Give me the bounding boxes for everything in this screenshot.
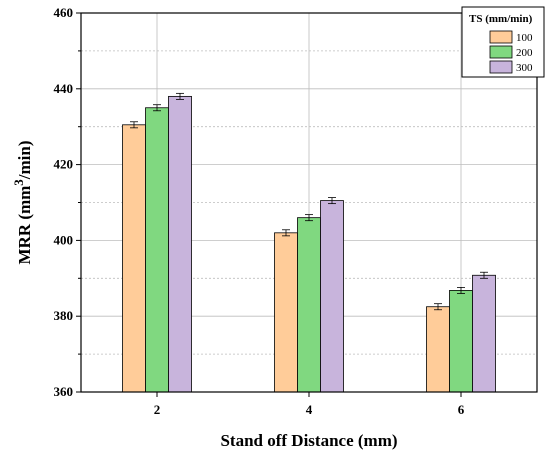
x-axis-title: Stand off Distance (mm) <box>220 431 397 450</box>
legend-swatch <box>489 30 513 44</box>
bar <box>168 95 192 393</box>
bar <box>426 306 450 393</box>
y-tick-label: 400 <box>54 232 74 247</box>
error-bar <box>282 229 290 237</box>
legend-title: TS (mm/min) <box>469 13 533 25</box>
bar <box>297 217 321 393</box>
legend-label: 300 <box>516 62 533 74</box>
legend-swatch <box>489 45 513 59</box>
error-bar <box>305 214 313 222</box>
y-axis-title-tail: /min) <box>15 140 34 180</box>
y-tick-label: 380 <box>54 308 74 323</box>
y-axis-title-main: MRR (mm <box>15 186 34 265</box>
x-tick-label: 2 <box>154 402 161 417</box>
error-bar <box>328 197 336 205</box>
legend-label: 100 <box>516 32 533 44</box>
bar <box>449 290 473 393</box>
error-bar <box>457 286 465 294</box>
bar <box>472 274 496 393</box>
bars <box>122 92 496 393</box>
y-tick-label: 460 <box>54 5 74 20</box>
x-tick-label: 6 <box>458 402 465 417</box>
bar <box>320 200 344 393</box>
x-tick-label: 4 <box>306 402 313 417</box>
legend-items: 100 200 300 <box>489 30 533 74</box>
bar <box>122 124 146 393</box>
legend-swatch <box>489 60 513 74</box>
y-axis-title-superscript: 3 <box>11 179 26 186</box>
y-axis-title: MRR (mm3/min) <box>11 140 34 264</box>
bar <box>145 107 169 393</box>
error-bar <box>480 271 488 279</box>
error-bar <box>153 104 161 112</box>
error-bar <box>434 303 442 311</box>
y-tick-label: 360 <box>54 384 74 399</box>
error-bar <box>176 92 184 100</box>
y-tick-label: 440 <box>54 81 74 96</box>
error-bar <box>130 121 138 129</box>
bar <box>274 232 298 393</box>
legend: TS (mm/min) 100 200 300 <box>461 6 545 78</box>
y-tick-label: 420 <box>54 157 74 172</box>
legend-label: 200 <box>516 47 533 59</box>
axes: 360 380 400 420 440 460 2 4 6 <box>54 5 465 417</box>
